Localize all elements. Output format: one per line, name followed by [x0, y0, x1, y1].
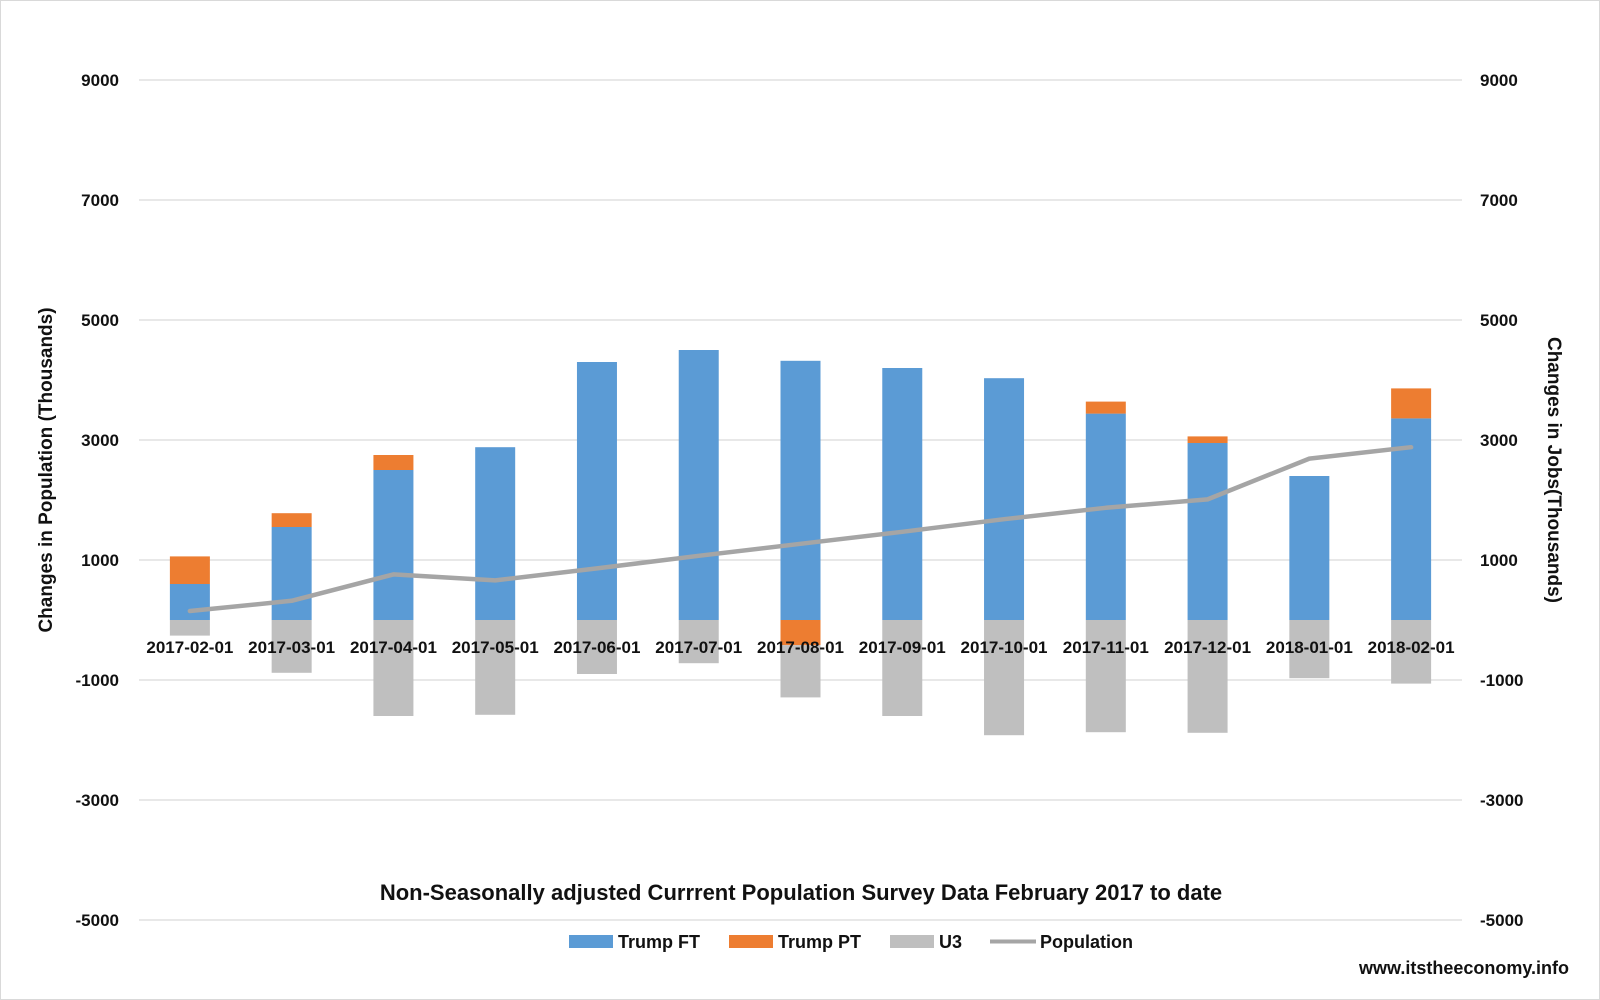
bar-trump-ft-2017-04-01 [373, 470, 414, 620]
bar-u3-2017-08-01 [780, 645, 821, 698]
bar-trump-ft-2018-02-01 [1391, 418, 1432, 620]
series-line-population [187, 444, 1414, 614]
x-tick-label: 2017-08-01 [757, 638, 844, 657]
x-tick-label: 2017-07-01 [655, 638, 742, 657]
y2-tick-label: 3000 [1480, 431, 1518, 450]
legend-swatch-trump-pt [729, 935, 773, 948]
x-tick-label: 2017-10-01 [961, 638, 1048, 657]
y2-tick-label: -3000 [1480, 791, 1523, 810]
bar-u3-2017-10-01 [984, 620, 1025, 736]
bars [169, 350, 1432, 736]
bar-trump-ft-2017-08-01 [780, 360, 821, 620]
x-tick-label: 2017-04-01 [350, 638, 437, 657]
bar-trump-pt-2017-02-01 [169, 556, 210, 584]
bar-u3-2017-12-01 [1187, 620, 1228, 733]
bar-u3-2018-01-01 [1289, 620, 1330, 679]
bar-trump-pt-2017-12-01 [1187, 436, 1228, 443]
x-tick-label: 2017-02-01 [146, 638, 233, 657]
chart-title: Non-Seasonally adjusted Currrent Populat… [380, 880, 1222, 905]
x-tick-label: 2017-06-01 [553, 638, 640, 657]
y-tick-label: 3000 [81, 431, 119, 450]
bar-trump-ft-2017-05-01 [475, 447, 516, 620]
bar-trump-ft-2017-11-01 [1085, 413, 1126, 620]
bar-trump-ft-2017-02-01 [169, 584, 210, 620]
x-tick-label: 2017-12-01 [1164, 638, 1251, 657]
bar-trump-ft-2018-01-01 [1289, 476, 1330, 620]
bar-u3-2017-03-01 [271, 620, 312, 673]
y-tick-label: 1000 [81, 551, 119, 570]
y2-axis-title: Changes in Jobs(Thousands) [1543, 337, 1564, 603]
bar-trump-ft-2017-10-01 [984, 378, 1025, 620]
bar-u3-2017-02-01 [169, 620, 210, 636]
y-axis-title: Changes in Population (Thousands) [36, 307, 57, 632]
y2-tick-label: -5000 [1480, 911, 1523, 930]
x-tick-label: 2018-02-01 [1368, 638, 1455, 657]
x-tick-label: 2018-01-01 [1266, 638, 1353, 657]
legend-label-u3: U3 [939, 932, 962, 952]
bar-u3-2017-11-01 [1085, 620, 1126, 733]
bar-trump-ft-2017-07-01 [678, 350, 719, 620]
y-tick-label: 9000 [81, 71, 119, 90]
tick-labels: 9000 9000 7000 7000 5000 5000 3000 3000 1000 1000… [76, 71, 1524, 930]
bar-u3-2017-05-01 [475, 620, 516, 715]
bar-trump-pt-2017-04-01 [373, 455, 414, 470]
bar-u3-2017-04-01 [373, 620, 414, 716]
y-tick-label: -5000 [76, 911, 119, 930]
bar-trump-ft-2017-12-01 [1187, 443, 1228, 620]
y-tick-label: -3000 [76, 791, 119, 810]
bar-trump-ft-2017-06-01 [576, 362, 617, 620]
y-tick-label: -1000 [76, 671, 119, 690]
bar-u3-2017-06-01 [576, 620, 617, 674]
legend: Trump FT Trump PT U3 Population [569, 932, 1133, 952]
legend-swatch-u3 [890, 935, 934, 948]
bar-u3-2018-02-01 [1391, 620, 1432, 684]
bar-trump-pt-2017-03-01 [271, 513, 312, 527]
x-tick-label: 2017-11-01 [1063, 638, 1149, 657]
y2-tick-label: 9000 [1480, 71, 1518, 90]
x-tick-label: 2017-03-01 [248, 638, 335, 657]
legend-label-population: Population [1040, 932, 1133, 952]
bar-u3-2017-09-01 [882, 620, 923, 716]
legend-label-trump-pt: Trump PT [778, 932, 861, 952]
bar-trump-ft-2017-09-01 [882, 368, 923, 620]
bar-trump-pt-2017-08-01 [780, 620, 821, 646]
x-tick-label: 2017-09-01 [859, 638, 946, 657]
legend-label-trump-ft: Trump FT [618, 932, 700, 952]
x-tick-label: 2017-05-01 [452, 638, 539, 657]
y-tick-label: 7000 [81, 191, 119, 210]
population-line-layer [187, 444, 1414, 614]
y2-tick-label: 7000 [1480, 191, 1518, 210]
bar-trump-pt-2017-11-01 [1085, 401, 1126, 414]
y2-tick-label: 1000 [1480, 551, 1518, 570]
y2-tick-label: -1000 [1480, 671, 1523, 690]
bar-trump-ft-2017-03-01 [271, 527, 312, 620]
bar-u3-2017-07-01 [678, 620, 719, 664]
bar-trump-pt-2018-02-01 [1391, 388, 1432, 419]
source-credit: www.itstheeconomy.info [1358, 958, 1569, 978]
legend-swatch-trump-ft [569, 935, 613, 948]
y2-tick-label: 5000 [1480, 311, 1518, 330]
y-tick-label: 5000 [81, 311, 119, 330]
